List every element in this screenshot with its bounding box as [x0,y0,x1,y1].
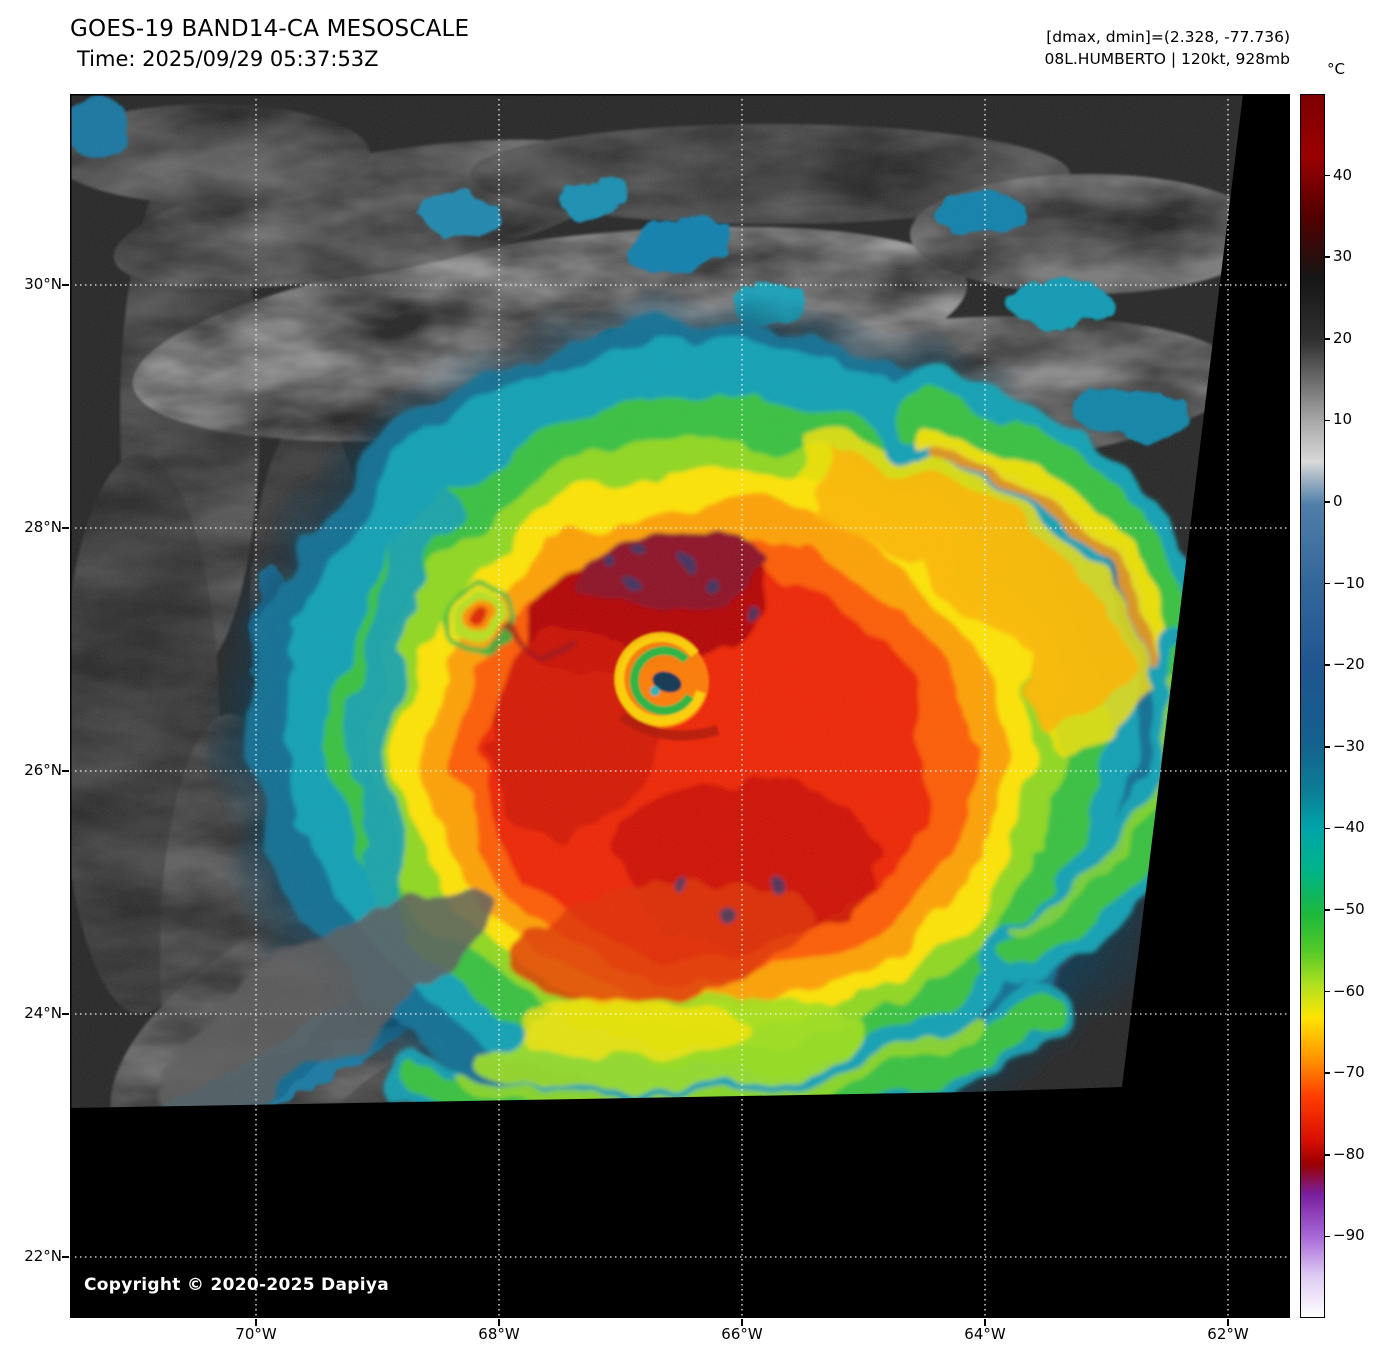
lat-label: 30°N [24,275,62,293]
lon-label: 68°W [478,1325,520,1343]
lon-axis-tick [498,1319,500,1326]
lon-label: 64°W [964,1325,1006,1343]
lat-axis-tick [62,770,69,772]
colorbar-tick [1325,827,1330,830]
colorbar-tick-label: 30 [1333,247,1353,266]
colorbar-tick [1325,419,1330,422]
lat-label: 24°N [24,1004,62,1022]
sector-mask [70,94,1290,1318]
page-title: GOES-19 BAND14-CA MESOSCALE [70,16,470,42]
map-border [70,94,1290,1318]
storm-info: 08L.HUMBERTO | 120kt, 928mb [1044,50,1291,68]
colorbar-tick [1325,746,1330,748]
satellite-map [70,94,1290,1318]
colorbar-tick [1325,582,1330,585]
lon-axis-tick [1227,1319,1229,1326]
colorbar-tick-label: 40 [1333,165,1353,184]
colorbar-unit-label: °C [1327,60,1345,78]
satellite-image [70,94,1290,1318]
colorbar-tick [1325,990,1330,993]
colorbar-tick [1325,909,1330,911]
colorbar-tick-label: 10 [1333,410,1353,429]
colorbar-tick-label: −20 [1333,655,1365,674]
colorbar-tick-label: −30 [1333,736,1365,755]
colorbar-tick [1325,174,1330,177]
lon-axis-tick [741,1319,743,1326]
lon-axis-tick [255,1319,257,1326]
lat-axis-tick [62,1013,69,1015]
colorbar-tick-label: −70 [1333,1063,1365,1082]
colorbar-tick-label: −40 [1333,818,1365,837]
colorbar-tick [1325,338,1330,340]
lon-label: 62°W [1207,1325,1249,1343]
lon-label: 66°W [721,1325,763,1343]
colorbar-tick [1325,1154,1330,1156]
colorbar-tick-label: −80 [1333,1144,1365,1163]
dmax-dmin-readout: [dmax, dmin]=(2.328, -77.736) [1046,28,1290,46]
colorbar-tick-label: −60 [1333,981,1365,1000]
colorbar-tick-label: 0 [1333,492,1343,510]
colorbar-tick-label: −10 [1333,573,1365,592]
lat-label: 26°N [24,761,62,779]
lat-label: 22°N [24,1247,62,1265]
copyright-watermark: Copyright © 2020-2025 Dapiya [84,1275,389,1295]
colorbar-tick [1325,1072,1330,1074]
lat-axis-tick [62,1256,69,1258]
colorbar [1300,94,1325,1318]
colorbar-tick [1325,664,1330,666]
gridlines-layer [70,94,1290,1318]
timestamp: Time: 2025/09/29 05:37:53Z [77,47,379,71]
colorbar-tick-label: 20 [1333,328,1353,347]
colorbar-tick [1325,1235,1330,1238]
lat-label: 28°N [24,518,62,536]
colorbar-tick-label: −90 [1333,1226,1365,1245]
lon-label: 70°W [235,1325,277,1343]
colorbar-tick [1325,501,1330,503]
lon-axis-tick [984,1319,986,1326]
colorbar-tick [1325,256,1330,258]
lat-axis-tick [62,527,69,529]
lat-axis-tick [62,284,69,286]
colorbar-tick-label: −50 [1333,900,1365,918]
